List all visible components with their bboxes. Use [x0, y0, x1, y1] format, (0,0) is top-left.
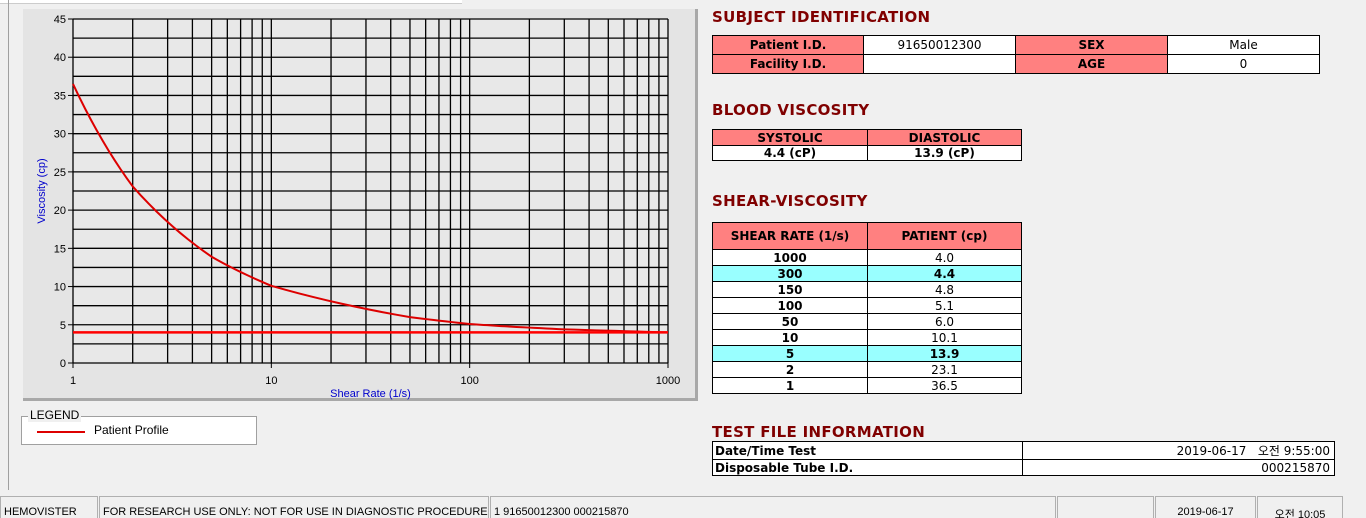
x-axis-label: Shear Rate (1/s): [330, 388, 411, 400]
x-tick-label: 1000: [656, 375, 680, 387]
shear-title: SHEAR-VISCOSITY: [712, 192, 868, 210]
date-time-label: Date/Time Test: [712, 441, 1023, 460]
file-table: Date/Time Test 2019-06-17 오전 9:55:00 Dis…: [712, 441, 1335, 476]
legend-item-label: Patient Profile: [94, 423, 169, 437]
blood-title: BLOOD VISCOSITY: [712, 101, 870, 119]
sex-label: SEX: [1015, 35, 1168, 55]
file-title: TEST FILE INFORMATION: [712, 423, 926, 441]
legend-line-swatch: [37, 431, 85, 433]
series-patient-profile: [72, 83, 669, 334]
y-tick-label: 35: [54, 90, 66, 102]
tube-id-label: Disposable Tube I.D.: [712, 459, 1023, 476]
patient-cell: 4.0: [867, 249, 1022, 266]
left-border: [8, 0, 9, 490]
y-tick-label: 5: [60, 320, 66, 332]
y-tick-label: 0: [60, 358, 66, 370]
y-axis-label: Viscosity (cp): [36, 158, 48, 223]
systolic-value: 4.4 (cP): [712, 145, 868, 161]
status-notice: FOR RESEARCH USE ONLY: NOT FOR USE IN DI…: [99, 496, 489, 518]
systolic-label: SYSTOLIC: [712, 129, 868, 146]
patient-cell: 6.0: [867, 313, 1022, 330]
x-tick-label: 10: [265, 375, 277, 387]
shear-row: 150 4.8: [712, 281, 1022, 298]
shear-row: 2 23.1: [712, 361, 1022, 378]
status-date: 2019-06-17: [1155, 496, 1256, 518]
x-tick-label: 100: [460, 375, 478, 387]
blood-table: SYSTOLIC DIASTOLIC 4.4 (cP) 13.9 (cP): [712, 129, 1022, 161]
patient-cell: 4.4: [867, 265, 1022, 282]
patient-id-value: 91650012300: [863, 35, 1016, 55]
subject-title: SUBJECT IDENTIFICATION: [712, 8, 931, 26]
shear-rate-cell: 50: [712, 313, 868, 330]
shear-rate-cell: 2: [712, 361, 868, 378]
shear-row: 300 4.4: [712, 265, 1022, 282]
y-tick-label: 30: [54, 129, 66, 141]
shear-row: 5 13.9: [712, 345, 1022, 362]
y-tick-label: 10: [54, 282, 66, 294]
sex-value: Male: [1167, 35, 1320, 55]
shear-row: 50 6.0: [712, 313, 1022, 330]
shear-rate-cell: 1000: [712, 249, 868, 266]
status-app: HEMOVISTER: [0, 496, 98, 518]
age-label: AGE: [1015, 54, 1168, 74]
viscosity-chart: 0 5 10 15 20 25 30 35 40 45 1 10 100 1000 Shear Rate (…: [23, 9, 698, 401]
y-tick-label: 45: [54, 14, 66, 26]
facility-id-value: [863, 54, 1016, 74]
shear-rate-cell: 150: [712, 281, 868, 298]
y-tick-label: 15: [54, 243, 66, 255]
shear-row: 1 36.5: [712, 377, 1022, 394]
x-tick-label: 1: [70, 375, 76, 387]
shear-row: 100 5.1: [712, 297, 1022, 314]
status-bar: HEMOVISTER FOR RESEARCH USE ONLY: NOT FO…: [0, 496, 1366, 518]
shear-rate-cell: 5: [712, 345, 868, 362]
shear-rate-cell: 300: [712, 265, 868, 282]
patient-header: PATIENT (cp): [867, 222, 1022, 250]
patient-id-label: Patient I.D.: [712, 35, 864, 55]
legend-title: LEGEND: [28, 408, 82, 422]
y-tick-label: 25: [54, 167, 66, 179]
diastolic-label: DIASTOLIC: [867, 129, 1022, 146]
shear-row: 1000 4.0: [712, 249, 1022, 266]
shear-table: SHEAR RATE (1/s) PATIENT (cp) 1000 4.0 300…: [712, 222, 1022, 394]
patient-cell: 13.9: [867, 345, 1022, 362]
patient-cell: 4.8: [867, 281, 1022, 298]
top-scroll-strip: [0, 0, 462, 4]
shear-rate-header: SHEAR RATE (1/s): [712, 222, 868, 250]
status-record: 1 91650012300 000215870: [490, 496, 1056, 518]
age-value: 0: [1167, 54, 1320, 74]
shear-rate-cell: 1: [712, 377, 868, 394]
status-empty: [1057, 496, 1154, 518]
patient-cell: 10.1: [867, 329, 1022, 346]
tube-id-value: 000215870: [1022, 459, 1335, 476]
subject-table: Patient I.D. 91650012300 SEX Male Facili…: [712, 35, 1320, 74]
patient-cell: 5.1: [867, 297, 1022, 314]
y-tick-label: 40: [54, 52, 66, 64]
shear-row: 10 10.1: [712, 329, 1022, 346]
date-time-value: 2019-06-17 오전 9:55:00: [1022, 441, 1335, 460]
shear-rate-cell: 100: [712, 297, 868, 314]
y-tick-label: 20: [54, 205, 66, 217]
facility-id-label: Facility I.D.: [712, 54, 864, 74]
shear-rate-cell: 10: [712, 329, 868, 346]
chart-svg: 0 5 10 15 20 25 30 35 40 45 1 10 100 1000 Shear Rate (…: [36, 14, 680, 400]
status-time: 오전 10:05: [1257, 496, 1343, 518]
patient-cell: 36.5: [867, 377, 1022, 394]
patient-cell: 23.1: [867, 361, 1022, 378]
diastolic-value: 13.9 (cP): [867, 145, 1022, 161]
